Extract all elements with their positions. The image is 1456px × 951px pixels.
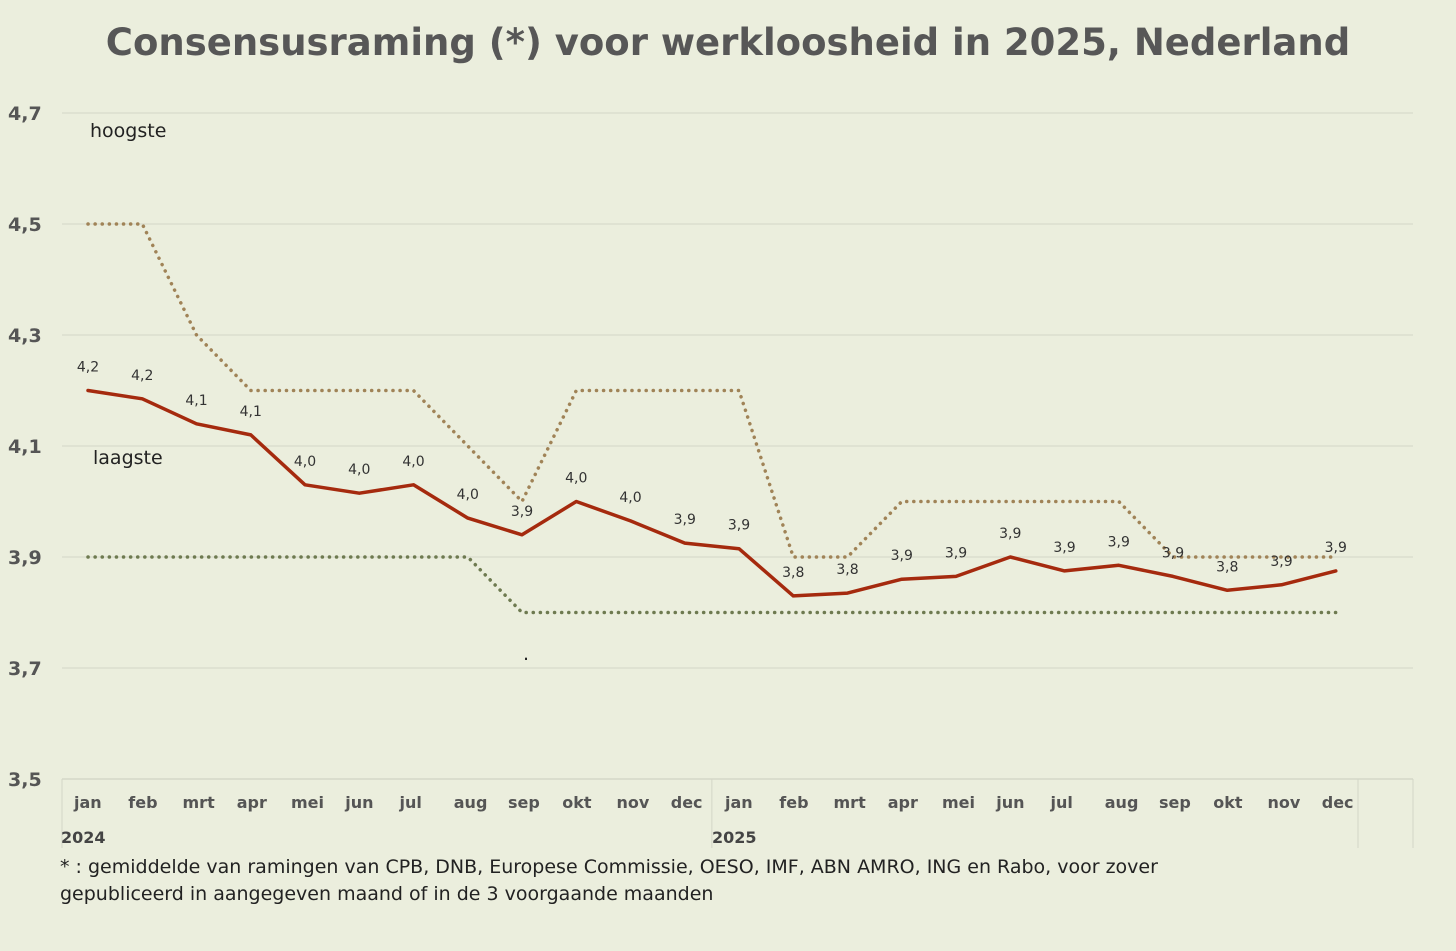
data-label: 4,1 [240,404,262,420]
y-tick-label: 3,5 [8,769,42,791]
data-label: 4,0 [457,487,479,503]
series-line-laagste [86,555,1338,615]
x-tick-label: nov [1268,793,1301,812]
y-tick-label: 4,5 [8,214,42,236]
x-tick-label: jun [995,793,1024,812]
x-tick-label: jan [73,793,102,812]
x-tick-label: jan [724,793,753,812]
data-label: 4,0 [565,471,587,487]
data-label: 3,9 [945,545,967,561]
data-label: 3,8 [836,562,858,578]
data-label: 3,9 [511,504,533,520]
footnote-line-1: * : gemiddelde van ramingen van CPB, DNB… [60,856,1158,878]
data-label: 4,2 [77,360,99,376]
data-label: 3,8 [1216,559,1238,575]
x-tick-label: nov [617,793,650,812]
data-labels: 4,2 4,2 4,1 4,1 4,0 4,0 4,0 4,0 3,9 4,0 4,0 3,9 3,9 3… [77,360,1347,581]
chart-title: Consensusraming (*) voor werkloosheid in… [106,21,1350,64]
data-label: 4,0 [348,462,370,478]
axes: 3,5 3,7 3,9 4,1 4,3 4,5 4,7 jan feb mrt apr mei jun j… [8,103,1414,848]
data-label: 4,1 [185,393,207,409]
y-tick-label: 4,3 [8,325,42,347]
x-tick-label: sep [508,793,540,812]
x-tick-label: jul [399,793,422,812]
y-tick-label: 3,9 [8,547,42,569]
x-tick-label: mrt [834,793,867,812]
data-label: 3,9 [1270,554,1292,570]
data-label: 3,9 [891,548,913,564]
x-tick-label: dec [1322,793,1354,812]
data-label: 3,9 [1162,545,1184,561]
x-tick-label: mei [942,793,975,812]
x-tick-label: jul [1050,793,1073,812]
y-tick-label: 4,1 [8,436,42,458]
annotation-stray-mark: . [523,643,529,665]
annotation-laagste: laagste [93,447,163,469]
annotation-hoogste: hoogste [90,120,166,142]
footnote-line-2: gepubliceerd in aangegeven maand of in d… [60,883,713,905]
x-tick-label: jun [344,793,373,812]
data-label: 3,9 [999,526,1021,542]
series [86,222,1338,615]
x-tick-label: sep [1159,793,1191,812]
x-tick-label: apr [888,793,918,812]
data-label: 3,9 [1053,540,1075,556]
year-label: 2025 [712,828,757,847]
data-label: 4,0 [294,454,316,470]
data-label: 3,9 [674,512,696,528]
x-tick-label: aug [454,793,488,812]
series-line-consensus [86,388,1338,598]
x-tick-label: feb [779,793,808,812]
x-tick-label: apr [237,793,267,812]
x-tick-label: dec [671,793,703,812]
x-tick-label: mrt [183,793,216,812]
x-tick-label: okt [1213,793,1243,812]
y-tick-label: 3,7 [8,658,42,680]
data-label: 3,9 [1325,540,1347,556]
x-tick-label: aug [1105,793,1139,812]
data-label: 4,0 [619,490,641,506]
data-label: 3,9 [728,518,750,534]
y-tick-label: 4,7 [8,103,42,125]
data-label: 3,9 [1108,534,1130,550]
x-tick-label: okt [562,793,592,812]
data-label: 3,8 [782,565,804,581]
data-label: 4,2 [131,368,153,384]
x-tick-label: mei [291,793,324,812]
year-label: 2024 [61,828,106,847]
data-label: 4,0 [402,454,424,470]
x-tick-label: feb [128,793,157,812]
